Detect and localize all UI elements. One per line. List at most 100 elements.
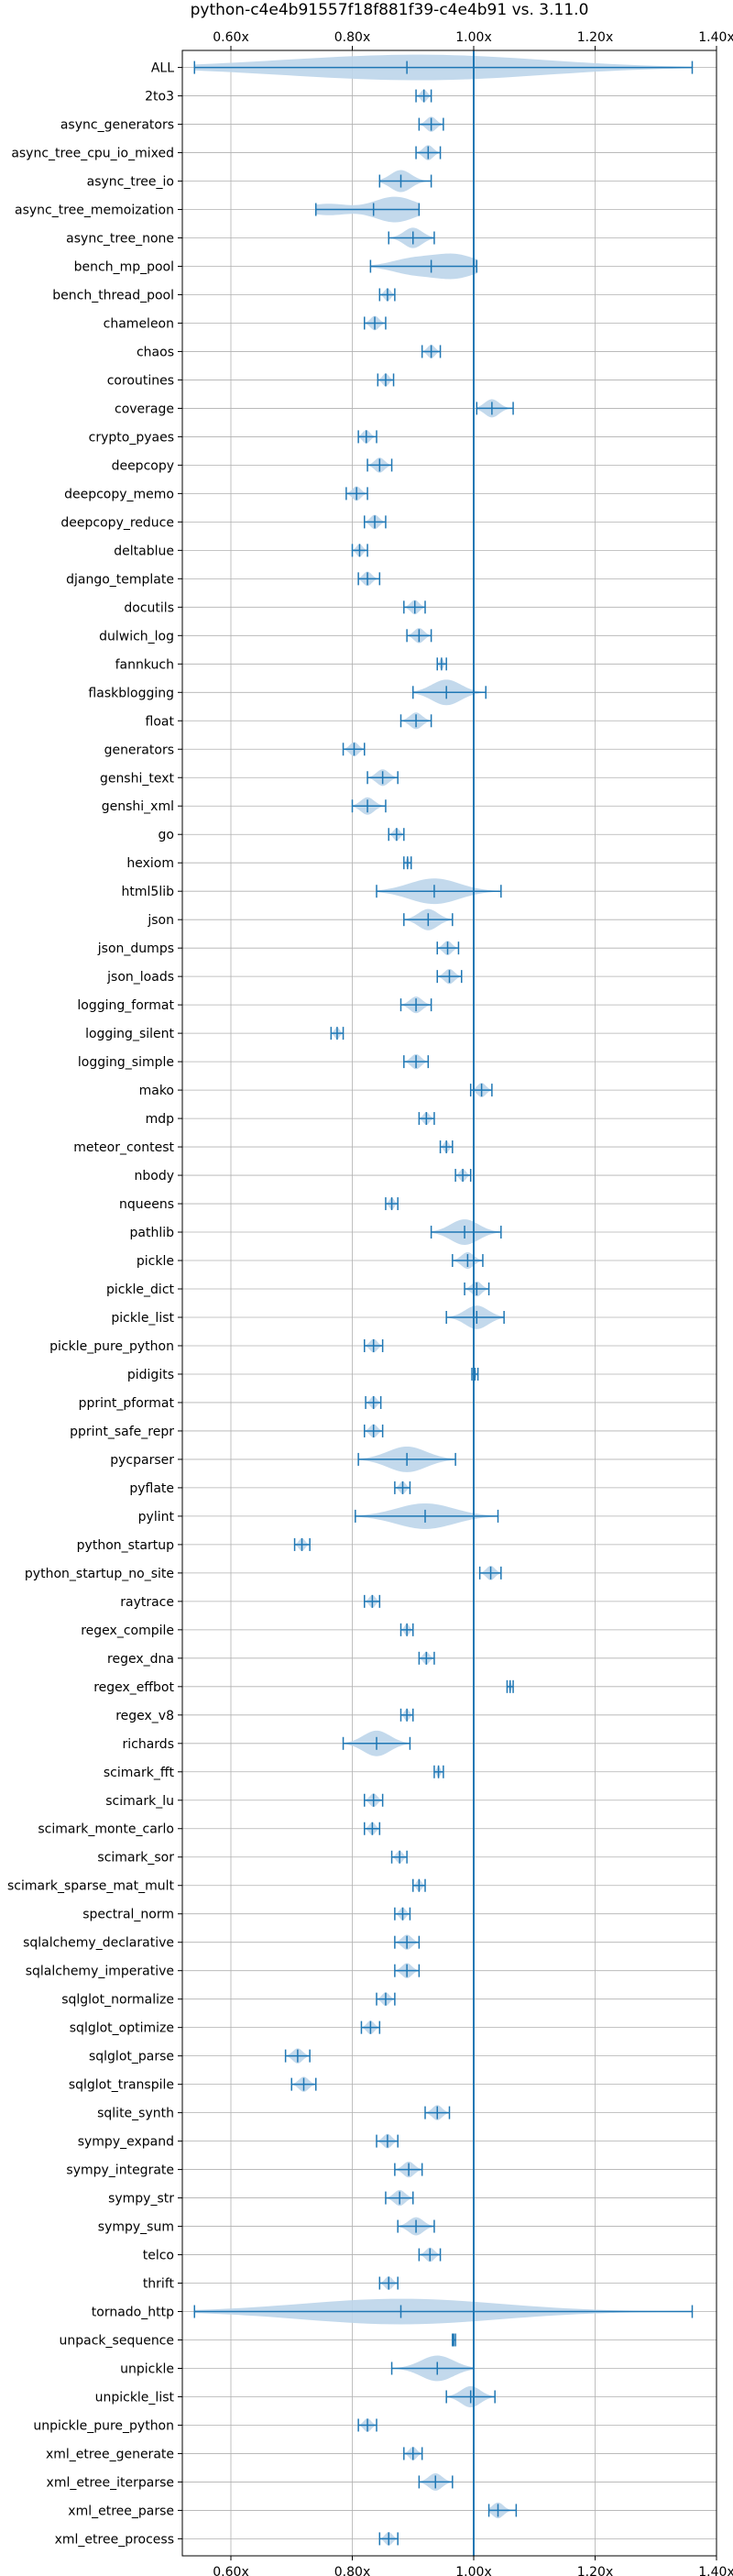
category-label: tornado_http [92,2306,174,2320]
x-tick-label-top: 1.20x [577,30,613,45]
category-label: regex_v8 [115,1709,174,1723]
category-label: regex_dna [107,1652,174,1667]
category-label: html5lib [122,885,175,899]
category-label: sqlglot_transpile [69,2078,174,2093]
x-tick-label-bottom: 1.20x [577,2565,613,2576]
category-label: genshi_text [100,771,175,786]
x-tick-label-top: 0.80x [334,30,370,45]
plot-frame [181,50,717,2557]
x-tick-label-bottom: 0.60x [213,2565,248,2576]
category-label: spectral_norm [82,1908,174,1922]
x-tick-label-top: 0.60x [213,30,248,45]
category-label: async_tree_none [66,232,174,247]
category-label: sqlite_synth [97,2107,174,2121]
category-label: xml_etree_generate [46,2447,174,2461]
category-label: logging_silent [85,1027,174,1041]
category-label: bench_mp_pool [74,259,174,274]
x-tick-label-top: 1.40x [698,30,733,45]
category-label: scimark_lu [105,1794,174,1809]
grid-layer [182,50,717,2556]
category-label: json [147,913,174,928]
category-label: django_template [66,572,174,587]
category-label: mdp [146,1112,175,1127]
category-label: sqlglot_optimize [70,2021,174,2036]
category-label: nbody [135,1169,175,1183]
category-label: scimark_sparse_mat_mult [7,1879,174,1894]
category-label: genshi_xml [102,799,174,814]
category-label: unpickle_list [95,2390,175,2405]
category-label: dulwich_log [99,629,174,644]
category-label: python_startup_no_site [25,1567,174,1581]
category-label: sqlglot_normalize [61,1993,174,2008]
category-label: unpack_sequence [60,2334,174,2349]
category-label: sqlalchemy_declarative [23,1936,174,1951]
category-label: deepcopy_memo [64,487,174,501]
category-label: xml_etree_parse [68,2504,174,2518]
category-label: logging_format [77,998,174,1013]
category-label: deepcopy_reduce [60,515,174,530]
x-tick-label-top: 1.00x [455,30,491,45]
x-tick-layer: 0.60x 0.60x 0.80x 0.80x 1.00x 1.00x 1.20x 1.20x… [178,30,733,2576]
chart-title: python-c4e4b91557f18f881f39-c4e4b91 vs. … [191,1,589,19]
category-label: flaskblogging [88,686,174,700]
category-label: raytrace [120,1595,174,1610]
category-label: logging_simple [78,1055,174,1070]
category-label: async_generators [60,118,174,133]
category-label: docutils [124,600,174,615]
category-label: nqueens [119,1197,174,1212]
category-label: scimark_monte_carlo [38,1822,174,1837]
category-label: sympy_integrate [66,2163,174,2178]
category-label: unpickle [120,2361,174,2376]
category-label: pickle_pure_python [49,1339,174,1354]
category-label: python_startup [77,1538,174,1553]
category-label: scimark_fft [104,1766,175,1780]
category-label: coverage [115,402,174,416]
category-label: json_dumps [97,941,174,956]
category-label: async_tree_cpu_io_mixed [11,147,174,161]
x-tick-label-bottom: 0.80x [334,2565,370,2576]
category-label: sqlglot_parse [89,2050,174,2064]
category-label: generators [104,743,174,757]
x-tick-label-bottom: 1.40x [698,2565,733,2576]
category-label: telco [143,2249,174,2263]
category-label: async_tree_io [87,175,174,190]
category-label: xml_etree_iterparse [47,2475,174,2490]
category-label: pyflate [129,1481,174,1496]
category-label: regex_compile [81,1624,174,1638]
category-label: xml_etree_process [55,2532,174,2547]
category-label: pprint_pformat [79,1396,175,1411]
category-label: json_loads [106,970,174,985]
category-label: meteor_contest [73,1140,174,1155]
category-label: bench_thread_pool [52,288,174,303]
category-label: pickle_dict [106,1282,175,1297]
category-label: chaos [137,345,174,359]
x-tick-label-bottom: 1.00x [455,2565,491,2576]
category-label: go [159,828,174,842]
category-label: sympy_str [108,2192,174,2207]
category-label: fannkuch [115,657,174,672]
category-label: float [146,714,175,729]
category-label: sympy_expand [78,2135,174,2150]
category-label: crypto_pyaes [89,430,174,445]
category-label: 2to3 [145,90,174,105]
category-label: hexiom [126,856,174,871]
category-label-layer: ALL 2to3 async_generators async_tree_cpu_io… [7,61,174,2548]
category-label: ALL [151,61,174,76]
category-label: sqlalchemy_imperative [26,1965,174,1979]
category-label: chameleon [104,316,174,331]
category-label: pylint [138,1510,175,1525]
category-label: pprint_safe_repr [70,1425,174,1439]
category-label: deepcopy [112,458,174,473]
category-label: pickle_list [111,1311,174,1326]
category-label: pathlib [130,1226,175,1240]
category-label: sympy_sum [98,2220,174,2235]
category-label: richards [123,1737,175,1752]
category-label: unpickle_pure_python [33,2418,174,2433]
category-label: regex_effbot [93,1680,174,1695]
category-label: coroutines [107,373,174,388]
violin-layer [193,54,694,2546]
category-label: pidigits [127,1368,174,1382]
category-label: pycparser [110,1453,174,1468]
category-label: pickle [137,1254,174,1269]
